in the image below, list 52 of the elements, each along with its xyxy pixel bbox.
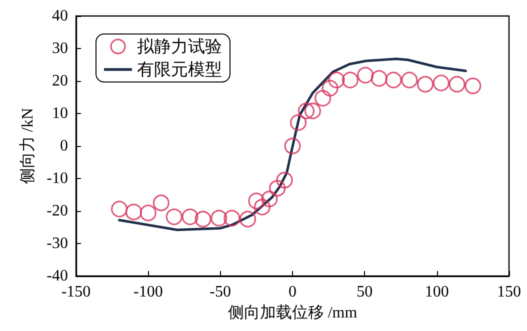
x-tick-label: 0 [288,284,296,300]
y-tick-label: -20 [46,202,68,220]
line-series [118,58,467,232]
point [111,200,128,218]
point [276,172,293,188]
point [417,76,434,93]
y-axis-title: 侧向力 /kN [18,108,36,184]
legend-label: 拟静力试验 [137,37,222,56]
point [357,66,374,84]
y-tick-label: 30 [52,40,68,57]
x-tick-label: 50 [356,284,373,300]
x-tick-label: -100 [134,284,163,300]
y-tick-label: -10 [46,170,68,187]
point [125,204,142,220]
point [298,102,315,120]
point [290,114,307,131]
point [269,180,286,197]
point [254,198,270,216]
legend-label: 有限元模型 [137,60,222,79]
point [224,210,240,226]
point [464,78,482,94]
x-tick-label: -50 [210,284,231,300]
point [194,210,212,228]
point [166,208,182,226]
point [432,74,450,92]
point [210,210,228,226]
point [152,194,170,212]
point [304,102,322,120]
point [284,138,301,154]
point [322,80,338,96]
point [342,72,359,88]
x-axis-title: 侧向加载位移 /mm [228,303,358,322]
point [401,72,418,88]
y-tick-label: 40 [52,8,68,24]
y-tick-label: 0 [60,138,68,154]
point [239,210,256,228]
y-tick-label: 20 [52,72,68,90]
y-tick-label: -30 [46,235,68,252]
point [248,192,265,210]
y-tick-label: 10 [52,105,68,122]
point [370,70,388,87]
point [385,72,402,88]
point [314,90,332,107]
x-tick-label: 100 [424,284,449,300]
point [140,204,156,222]
point [328,72,345,88]
y-tick-label: -40 [46,268,68,284]
x-tick-label: -150 [61,284,91,300]
x-tick-label: 150 [497,284,521,300]
point [182,208,198,226]
point [261,190,278,208]
point [448,76,466,93]
